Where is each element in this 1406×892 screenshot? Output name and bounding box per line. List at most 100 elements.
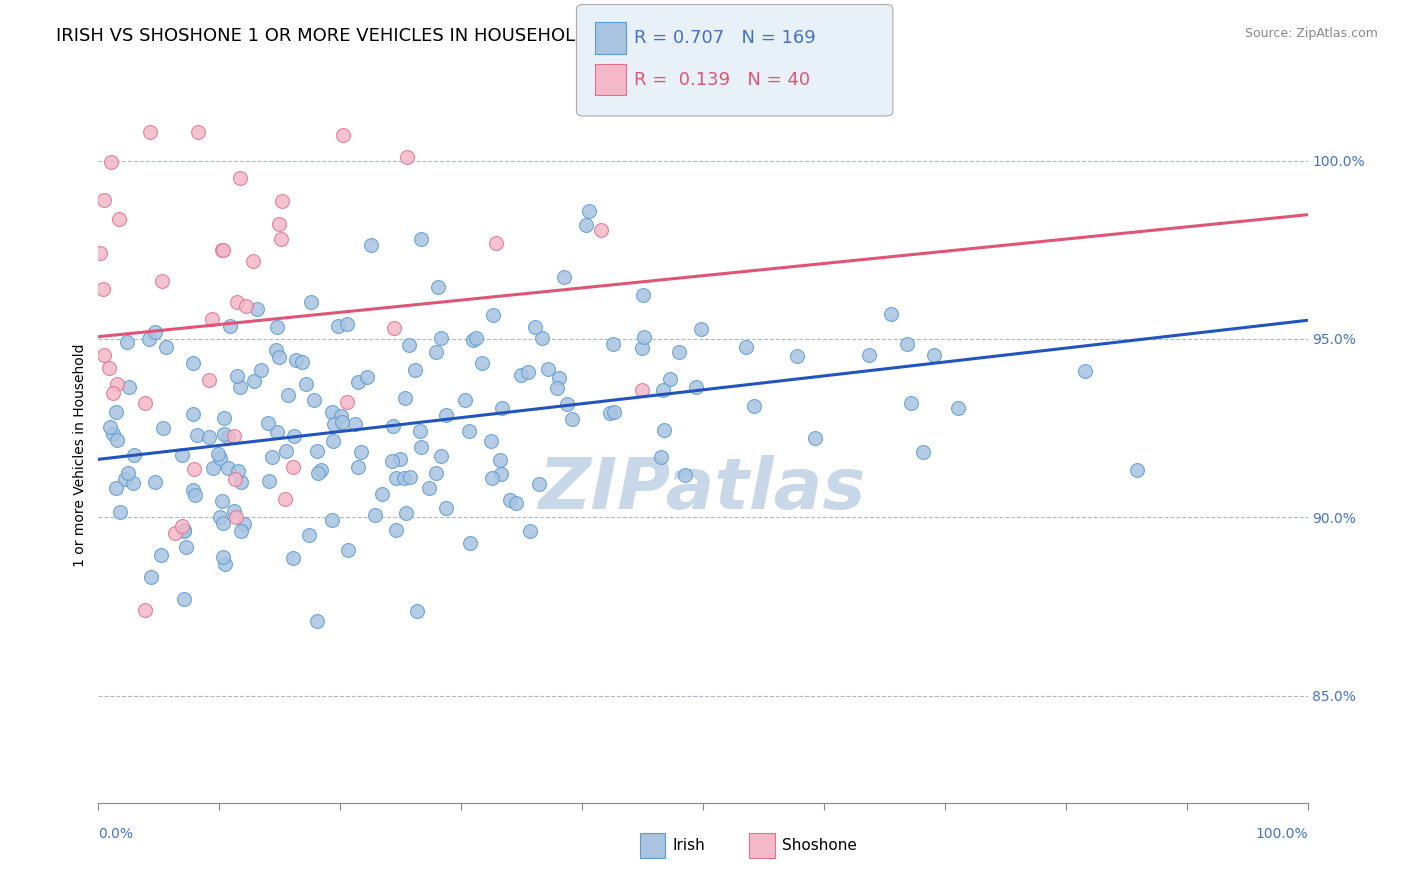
Point [382, 320, 405, 334]
Point [246, 302, 269, 317]
Point [117, 466, 139, 480]
Point [124, 448, 146, 462]
Point [212, 549, 235, 564]
Point [208, 509, 231, 524]
Point [395, 150, 418, 164]
Point [101, 386, 124, 401]
Point [152, 421, 174, 435]
Point [212, 516, 235, 531]
Point [229, 170, 252, 185]
Point [107, 212, 129, 227]
Point [243, 374, 266, 388]
Point [187, 125, 209, 139]
Text: Shoshone: Shoshone [782, 838, 856, 853]
Point [510, 368, 533, 383]
Point [548, 371, 571, 385]
Point [922, 348, 945, 362]
Point [299, 295, 322, 310]
Point [226, 464, 249, 478]
Point [1074, 363, 1097, 377]
Text: Irish: Irish [672, 838, 704, 853]
Point [650, 450, 672, 465]
Point [321, 405, 343, 419]
Text: ZIPatlas: ZIPatlas [540, 455, 866, 524]
Point [575, 218, 598, 232]
Point [479, 434, 502, 448]
Point [295, 377, 318, 392]
Point [266, 425, 288, 439]
Point [519, 524, 541, 538]
Point [214, 426, 236, 441]
Point [394, 391, 416, 405]
Point [408, 425, 430, 439]
Point [291, 355, 314, 369]
Point [395, 506, 418, 520]
Text: R =  0.139   N = 40: R = 0.139 N = 40 [634, 71, 810, 89]
Point [537, 362, 560, 376]
Point [557, 397, 579, 411]
Point [385, 523, 408, 537]
Point [224, 429, 246, 443]
Point [225, 295, 247, 310]
Point [411, 232, 433, 246]
Point [104, 481, 127, 495]
Point [389, 452, 412, 467]
Point [371, 487, 394, 501]
Point [173, 524, 195, 538]
Point [267, 217, 290, 231]
Point [399, 469, 422, 483]
Point [100, 154, 122, 169]
Point [631, 384, 654, 398]
Point [93, 349, 115, 363]
Point [138, 332, 160, 346]
Point [360, 238, 382, 252]
Point [184, 488, 207, 502]
Text: R = 0.707   N = 169: R = 0.707 N = 169 [634, 29, 815, 47]
Point [516, 365, 538, 379]
Point [150, 274, 173, 288]
Point [105, 433, 128, 447]
Point [879, 307, 901, 321]
Point [858, 348, 880, 362]
Point [471, 356, 494, 370]
Point [115, 335, 138, 350]
Point [481, 470, 503, 484]
Point [946, 401, 969, 415]
Point [186, 427, 208, 442]
Point [690, 321, 713, 335]
Point [336, 395, 359, 409]
Point [1126, 462, 1149, 476]
Point [411, 440, 433, 454]
Point [381, 418, 404, 433]
Point [277, 387, 299, 401]
Point [207, 448, 229, 462]
Point [523, 319, 546, 334]
Point [105, 405, 128, 419]
Point [350, 445, 373, 459]
Point [197, 373, 219, 387]
Point [174, 540, 197, 554]
Point [553, 269, 575, 284]
Point [347, 376, 370, 390]
Point [499, 492, 522, 507]
Point [786, 349, 808, 363]
Point [224, 503, 246, 517]
Point [98, 360, 121, 375]
Point [561, 411, 583, 425]
Point [231, 524, 253, 538]
Point [603, 405, 626, 419]
Point [266, 320, 288, 334]
Point [122, 476, 145, 491]
Point [89, 245, 111, 260]
Point [364, 508, 387, 522]
Point [202, 460, 225, 475]
Point [347, 459, 370, 474]
Point [673, 467, 696, 482]
Point [181, 408, 204, 422]
Point [336, 317, 359, 331]
Point [235, 299, 257, 313]
Point [118, 380, 141, 394]
Point [404, 363, 426, 377]
Point [491, 401, 513, 415]
Point [392, 471, 415, 485]
